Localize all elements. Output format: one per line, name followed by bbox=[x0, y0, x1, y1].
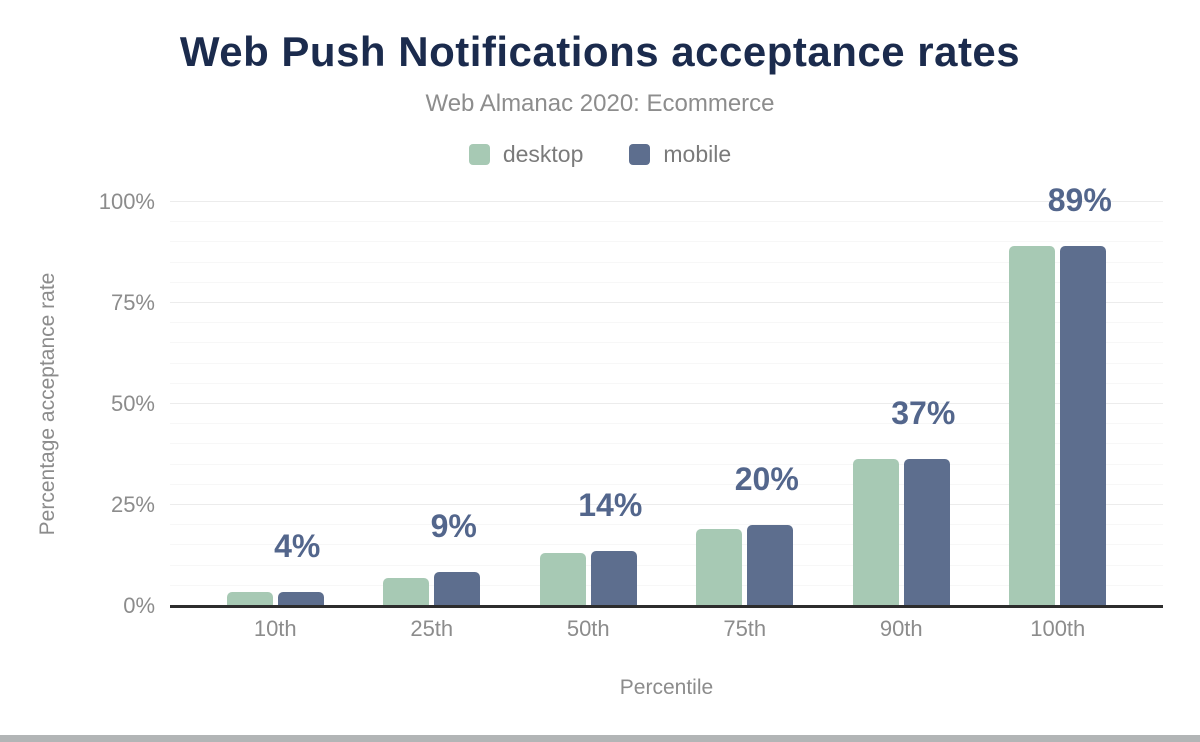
y-tick-label: 0% bbox=[123, 593, 155, 618]
x-tick-label-10th: 10th bbox=[253, 616, 297, 641]
x-tick-label-50th: 50th bbox=[566, 616, 610, 641]
x-axis-title: Percentile bbox=[619, 676, 714, 699]
bar-group-50th: 14% bbox=[510, 202, 667, 606]
chart-subtitle: Web Almanac 2020: Ecommerce bbox=[425, 90, 775, 117]
mobile-bar-50th bbox=[590, 551, 637, 606]
y-tick-label: 50% bbox=[110, 391, 155, 416]
minor-gridline bbox=[170, 544, 1163, 546]
x-tick-label-100th: 100th bbox=[1030, 616, 1086, 641]
y-axis-labels: 0% 25% 50% 75% 100% bbox=[0, 189, 155, 618]
chart-title: Web Push Notifications acceptance rates bbox=[179, 28, 1021, 75]
legend-label-mobile: mobile bbox=[663, 141, 732, 167]
major-gridline bbox=[170, 504, 1163, 505]
minor-gridline bbox=[170, 342, 1163, 344]
minor-gridline bbox=[170, 524, 1163, 526]
bar-value-label-75th: 20% bbox=[734, 461, 799, 498]
minor-gridline bbox=[170, 221, 1163, 223]
minor-gridline bbox=[170, 584, 1163, 586]
desktop-bar-100th bbox=[1009, 246, 1056, 606]
bar-group-75th: 20% bbox=[667, 202, 824, 606]
mobile-bar-10th bbox=[277, 591, 324, 606]
chart-legend: desktop mobile bbox=[0, 141, 1200, 168]
y-tick-label: 75% bbox=[110, 290, 155, 315]
y-tick-label: 25% bbox=[110, 492, 155, 517]
minor-gridline bbox=[170, 483, 1163, 485]
minor-gridline bbox=[170, 564, 1163, 566]
legend-item-mobile: mobile bbox=[629, 141, 731, 168]
bar-value-label-25th: 9% bbox=[430, 507, 477, 544]
mobile-bar-75th bbox=[747, 525, 794, 606]
mobile-swatch-icon bbox=[629, 144, 651, 165]
minor-gridline bbox=[170, 382, 1163, 384]
minor-gridline bbox=[170, 423, 1163, 425]
bar-value-label-10th: 4% bbox=[274, 527, 321, 564]
mobile-bar-100th bbox=[1060, 246, 1107, 606]
plot-area: 4% 9% 14% 20% 37% 89% bbox=[170, 184, 1163, 606]
mobile-bar-90th bbox=[903, 458, 950, 606]
desktop-bar-10th bbox=[226, 591, 273, 606]
minor-gridline bbox=[170, 322, 1163, 324]
bar-value-label-100th: 89% bbox=[1047, 182, 1112, 219]
x-axis-baseline bbox=[170, 605, 1163, 608]
minor-gridline bbox=[170, 241, 1163, 243]
bottom-scrollbar bbox=[0, 735, 1200, 742]
minor-gridline bbox=[170, 261, 1163, 263]
major-gridline bbox=[170, 403, 1163, 404]
x-axis-labels: 10th 25th 50th 75th 90th 100th bbox=[170, 616, 1163, 642]
legend-item-desktop: desktop bbox=[468, 141, 584, 168]
x-tick-label-90th: 90th bbox=[879, 616, 923, 641]
desktop-bar-25th bbox=[383, 577, 430, 606]
minor-gridline bbox=[170, 281, 1163, 283]
bar-value-label-50th: 14% bbox=[578, 487, 643, 524]
bar-group-100th: 89% bbox=[980, 184, 1137, 606]
desktop-bar-90th bbox=[852, 458, 899, 606]
bar-group-90th: 37% bbox=[823, 202, 980, 606]
desktop-swatch-icon bbox=[468, 144, 490, 165]
grid-layer bbox=[170, 201, 1163, 606]
bar-value-label-90th: 37% bbox=[891, 394, 956, 431]
major-gridline bbox=[170, 201, 1163, 202]
desktop-bar-50th bbox=[539, 553, 586, 606]
x-tick-label-75th: 75th bbox=[723, 616, 767, 641]
x-tick-label-25th: 25th bbox=[410, 616, 454, 641]
y-tick-label: 100% bbox=[98, 189, 155, 214]
minor-gridline bbox=[170, 463, 1163, 465]
legend-label-desktop: desktop bbox=[502, 141, 584, 167]
major-gridline bbox=[170, 302, 1163, 303]
minor-gridline bbox=[170, 362, 1163, 364]
desktop-bar-75th bbox=[696, 529, 743, 606]
bar-group-25th: 9% bbox=[354, 202, 511, 606]
minor-gridline bbox=[170, 443, 1163, 445]
mobile-bar-25th bbox=[434, 571, 481, 606]
bars-layer: 4% 9% 14% 20% 37% 89% bbox=[170, 184, 1163, 606]
bar-group-10th: 4% bbox=[197, 202, 354, 606]
